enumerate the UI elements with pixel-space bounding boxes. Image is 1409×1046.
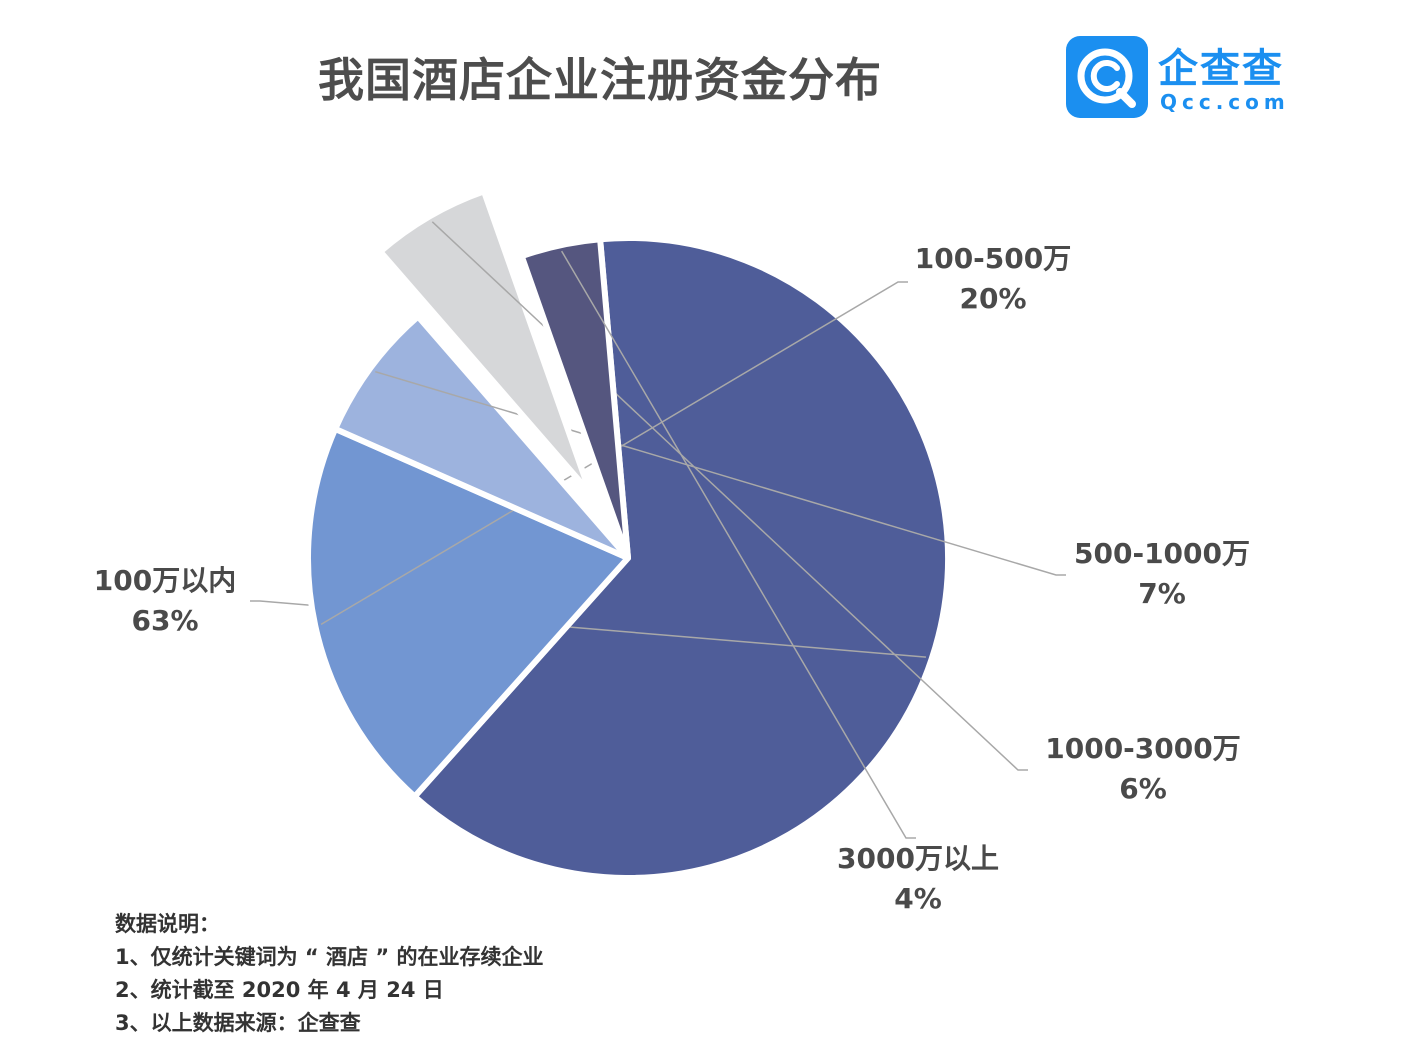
notes-item: 2、统计截至 2020 年 4 月 24 日 xyxy=(115,978,444,1002)
slice-category-label: 500-1000万 xyxy=(1074,537,1250,570)
pie-slice xyxy=(377,188,594,497)
leader-line xyxy=(560,250,916,839)
logo-chinese-name: 企查查 xyxy=(1158,46,1284,92)
notes-heading: 数据说明： xyxy=(115,912,220,936)
qcc-logo-icon xyxy=(1066,36,1148,118)
pie-slice xyxy=(305,425,631,800)
slice-value-label: 63% xyxy=(131,604,198,637)
data-notes: 数据说明： 1、仅统计关键词为 “ 酒店 ” 的在业存续企业 2、统计截至 20… xyxy=(115,908,543,1040)
logo-english-name: Qcc.com xyxy=(1160,90,1290,114)
chart-title: 我国酒店企业注册资金分布 xyxy=(318,53,882,107)
slice-value-label: 7% xyxy=(1138,577,1186,610)
notes-item: 1、仅统计关键词为 “ 酒店 ” 的在业存续企业 xyxy=(115,945,544,969)
notes-item: 3、以上数据来源：企查查 xyxy=(115,1011,361,1035)
pie-slice xyxy=(332,313,631,561)
leader-line xyxy=(431,221,1028,771)
slice-category-label: 3000万以上 xyxy=(837,842,999,875)
slice-value-label: 6% xyxy=(1119,772,1167,805)
slice-value-label: 20% xyxy=(959,282,1026,315)
slice-category-label: 100-500万 xyxy=(915,242,1072,275)
slice-value-label: 4% xyxy=(894,882,942,915)
slice-category-label: 100万以内 xyxy=(94,564,236,597)
leader-line xyxy=(250,600,927,658)
qcc-logo: 企查查 Qcc.com xyxy=(1066,34,1311,120)
slice-category-label: 1000-3000万 xyxy=(1045,732,1240,765)
pie-slice xyxy=(411,235,951,881)
